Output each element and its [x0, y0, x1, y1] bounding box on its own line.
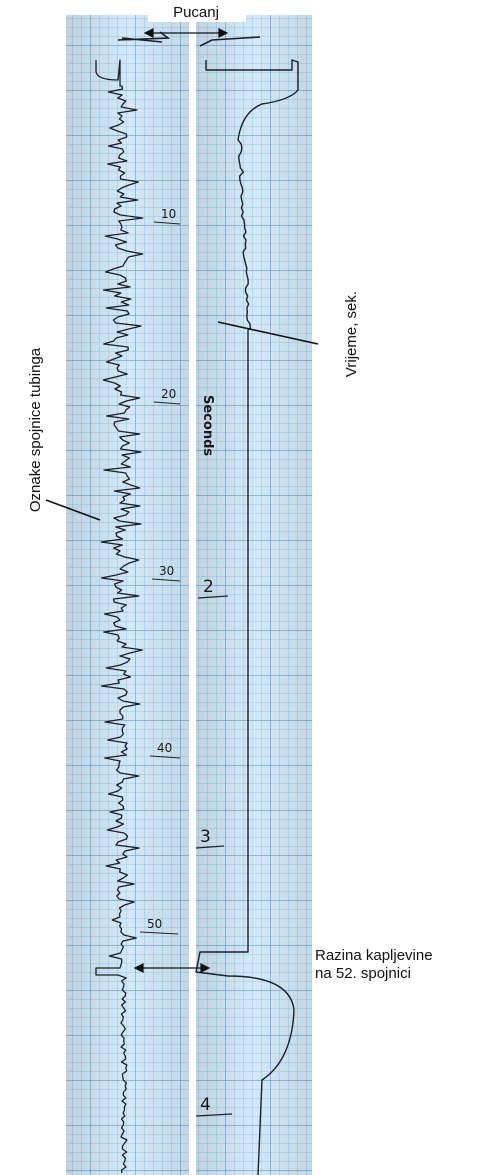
collar-marks-leader: [45, 499, 101, 521]
time-label: Vrijeme, sek.: [343, 291, 360, 377]
collar-marks-label: Oznake spojnice tubinga: [27, 347, 44, 512]
second-number-3-underline: [195, 845, 225, 849]
time-trace: [195, 59, 299, 1175]
collar-numbers: 10 20 30 40 50: [139, 207, 181, 935]
collar-number-30: 30: [159, 564, 174, 578]
time-leader: [217, 321, 319, 345]
shot-arrow: [143, 28, 229, 38]
collar-number-20-underline: [153, 401, 181, 405]
shot-markers: [117, 31, 261, 47]
collar-number-30-underline: [151, 578, 181, 582]
shot-label-bg: [148, 2, 246, 22]
second-number-3: 3: [200, 827, 211, 847]
second-number-2: 2: [203, 577, 214, 597]
shot-tick-right: [199, 36, 261, 47]
strip-gap: [189, 15, 196, 1175]
collar-number-50: 50: [147, 917, 162, 931]
collar-number-10: 10: [161, 207, 176, 221]
second-numbers: 2 3 4: [195, 577, 233, 1117]
strip-shading: [194, 15, 312, 1175]
second-number-2-underline: [197, 595, 229, 599]
shot-tick-left-2: [121, 37, 163, 43]
second-number-4: 4: [200, 1095, 211, 1115]
fluid-level-label-line2: na 52. spojnici: [315, 965, 411, 982]
second-number-4-underline: [195, 1113, 233, 1117]
fluid-level-label-line1: Razina kapljevine: [315, 947, 433, 964]
collar-number-10-underline: [153, 221, 181, 225]
paper-strip-right: [194, 15, 312, 1175]
fluid-level-arrow: [133, 963, 211, 973]
collar-number-40-underline: [149, 755, 181, 759]
shot-label: Pucanj: [173, 4, 219, 21]
collar-number-40: 40: [157, 741, 172, 755]
collar-number-50-underline: [139, 931, 179, 935]
collar-number-20: 20: [161, 387, 176, 401]
acoustic-trace: [95, 59, 144, 1174]
seconds-label: Seconds: [200, 395, 215, 456]
